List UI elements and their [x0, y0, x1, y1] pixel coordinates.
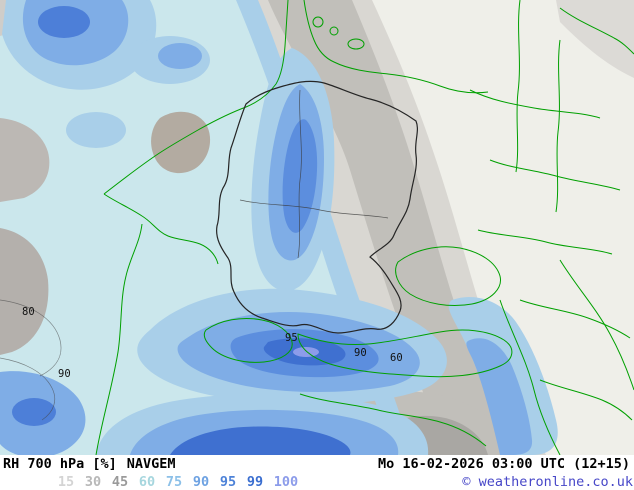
legend-value-30: 30 — [85, 474, 101, 490]
legend-value-100: 100 — [274, 474, 298, 490]
contour-label-90-south: 90 — [354, 347, 367, 359]
legend-value-15: 15 — [58, 474, 74, 490]
legend-value-45: 45 — [112, 474, 128, 490]
legend-value-95: 95 — [220, 474, 236, 490]
contour-label-80: 80 — [22, 306, 35, 318]
legend-row: 15 30 45 60 75 90 95 99 100 © weatheronl… — [58, 474, 633, 490]
contour-labels: 80 90 95 90 60 — [22, 306, 403, 380]
country-borders — [95, 0, 634, 455]
humidity-scale-legend: 15 30 45 60 75 90 95 99 100 — [58, 474, 298, 490]
legend-value-60: 60 — [139, 474, 155, 490]
footer: RH 700 hPa [%] NAVGEM Mo 16-02-2026 03:00… — [0, 455, 634, 490]
legend-value-99: 99 — [247, 474, 263, 490]
contour-label-95: 95 — [285, 332, 298, 344]
legend-value-90: 90 — [193, 474, 209, 490]
contour-label-90-left: 90 — [58, 368, 71, 380]
state-borders — [239, 89, 389, 259]
model-label: NAVGEM — [126, 456, 176, 472]
chart-title: RH 700 hPa [%] NAVGEM — [3, 456, 176, 473]
weather-map: 80 90 95 90 60 — [0, 0, 634, 455]
contour-label-60: 60 — [390, 352, 403, 364]
copyright-link[interactable]: © weatheronline.co.uk — [462, 474, 633, 490]
valid-time: Mo 16-02-2026 03:00 UTC (12+15) — [378, 456, 630, 472]
rh-shading-layer — [0, 0, 634, 455]
parameter-label: RH 700 hPa [%] — [3, 456, 117, 472]
legend-value-75: 75 — [166, 474, 182, 490]
germany-border — [216, 80, 419, 334]
contour-lines — [0, 299, 62, 421]
footer-title-row: RH 700 hPa [%] NAVGEM Mo 16-02-2026 03:00… — [3, 456, 630, 473]
